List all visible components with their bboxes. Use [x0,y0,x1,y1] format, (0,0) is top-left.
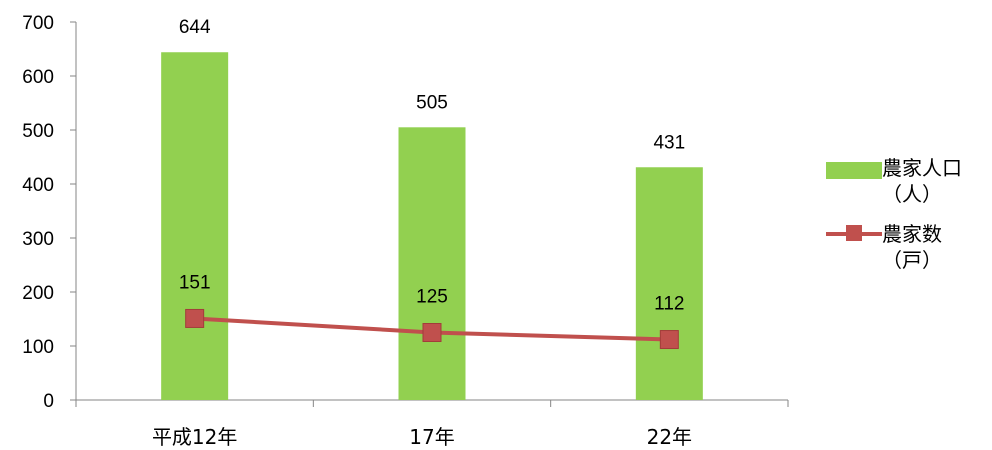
y-tick-label: 300 [22,229,54,250]
y-tick-label: 100 [22,337,54,358]
y-tick-label: 200 [22,283,54,304]
data-label-population: 505 [416,92,448,113]
legend-label-population: 農家人口 （人） [882,156,962,206]
legend-swatch-line [826,221,882,247]
legend-label-households: 農家数 （戸） [882,222,942,272]
marker-households [659,330,679,350]
y-tick-label: 400 [22,175,54,196]
data-label-households: 151 [179,272,211,293]
x-category-label: 平成12年 [152,425,237,449]
y-tick-label: 700 [22,13,54,34]
data-label-population: 644 [179,17,211,38]
legend: 農家人口 （人） 農家数 （戸） [826,155,992,287]
data-label-households: 112 [654,294,684,315]
legend-bar-icon [826,162,882,179]
marker-households [185,308,205,328]
legend-item-households: 農家数 （戸） [826,221,992,273]
data-label-households: 125 [416,287,448,308]
y-tick-label: 500 [22,121,54,142]
y-tick-label: 0 [43,391,54,412]
legend-swatch-bar [826,155,882,181]
legend-square-marker-icon [846,225,862,241]
bar-population [161,52,229,401]
x-category-label: 22年 [647,425,692,449]
bar-population [398,127,466,401]
bar-population [635,167,703,400]
legend-item-population: 農家人口 （人） [826,155,992,207]
data-label-population: 431 [653,132,685,153]
y-tick-label: 600 [22,67,54,88]
marker-households [422,323,442,342]
x-category-label: 17年 [409,425,454,449]
